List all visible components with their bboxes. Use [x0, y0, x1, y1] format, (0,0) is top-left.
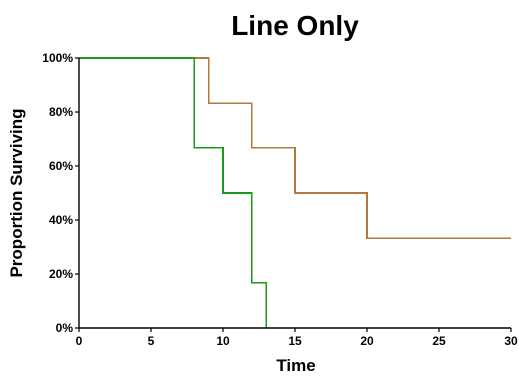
- series-line-2: [79, 57, 267, 328]
- x-tick-label: 30: [504, 334, 518, 348]
- x-axis-title: Time: [276, 356, 315, 375]
- chart-title: Line Only: [231, 10, 359, 41]
- y-tick-label: 80%: [49, 105, 73, 119]
- y-tick-label: 0%: [56, 321, 74, 335]
- y-tick-label: 20%: [49, 267, 73, 281]
- series-line-1: [79, 57, 511, 239]
- x-tick-label: 25: [432, 334, 446, 348]
- y-tick-label: 60%: [49, 159, 73, 173]
- x-tick-label: 10: [216, 334, 230, 348]
- x-tick-label: 15: [288, 334, 302, 348]
- y-axis-title: Proportion Surviving: [7, 108, 26, 277]
- x-tick-label: 20: [360, 334, 374, 348]
- axes-layer: 0 5 10 15 20 25 30 0% 20% 40% 60% 80% 100%: [42, 51, 518, 348]
- series-layer: [79, 57, 511, 328]
- x-tick-label: 5: [148, 334, 155, 348]
- x-tick-label: 0: [76, 334, 83, 348]
- y-tick-label: 100%: [42, 51, 73, 65]
- y-tick-label: 40%: [49, 213, 73, 227]
